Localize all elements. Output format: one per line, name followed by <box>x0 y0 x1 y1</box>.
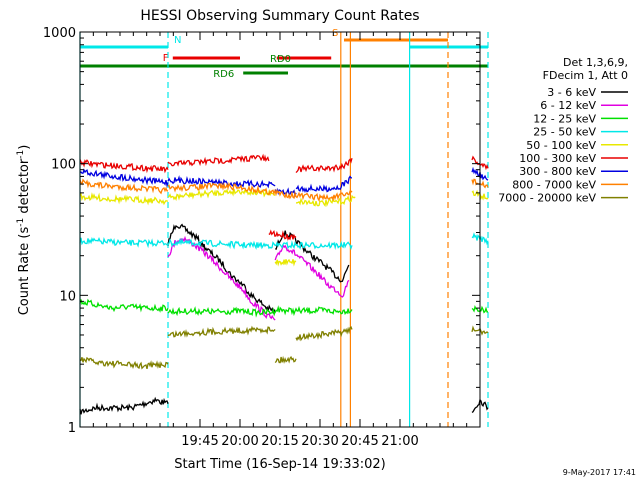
legend-label-12-25-kev: 12 - 25 keV <box>533 112 596 125</box>
y-axis-label: Count Rate (s-1 detector-1) <box>16 145 32 316</box>
flag-bars: NF S RD0 RD6 <box>80 28 488 80</box>
series-50-100-kev <box>79 192 169 206</box>
legend-label-100-300-kev: 100 - 300 keV <box>519 152 596 165</box>
series-100-300-kev <box>268 229 297 241</box>
y-axis-label-sup2: -1 <box>16 150 26 159</box>
legend-label-7000-20000-kev: 7000 - 20000 keV <box>498 192 596 205</box>
series-100-300-kev <box>167 153 270 167</box>
x-tick-label: 21:00 <box>381 434 418 449</box>
x-tick-label: 20:00 <box>221 434 258 449</box>
x-tick-label: 19:45 <box>181 434 218 449</box>
x-tick-label: 20:45 <box>341 434 378 449</box>
flag-label-s: S <box>332 28 338 39</box>
series-6-12-kev <box>167 235 276 321</box>
legend-header-2: FDecim 1, Att 0 <box>543 69 628 82</box>
legend-label-25-50-kev: 25 - 50 keV <box>533 126 596 139</box>
y-axis-label-end: ) <box>17 145 32 150</box>
y-axis-label-sup1: -1 <box>16 218 26 227</box>
legend-label-6-12-kev: 6 - 12 keV <box>540 99 596 112</box>
series-800-7000-kev <box>167 181 353 202</box>
series-lines <box>79 153 489 415</box>
legend-header-1: Det 1,3,6,9, <box>563 56 628 69</box>
y-axis: 1 10 100 1000 <box>43 26 480 436</box>
series-100-300-kev <box>295 158 353 174</box>
series-12-25-kev <box>274 305 353 317</box>
flag-label-n: N <box>174 35 181 46</box>
series-800-7000-kev <box>79 178 169 195</box>
series-300-800-kev <box>167 175 276 189</box>
vertical-markers <box>79 32 489 427</box>
x-tick-label: 20:30 <box>301 434 338 449</box>
legend-label-3-6-kev: 3 - 6 keV <box>547 86 596 99</box>
chart-title: HESSI Observing Summary Count Rates <box>140 8 419 24</box>
x-tick-label: 20:15 <box>261 434 298 449</box>
series-3-6-kev <box>167 223 276 315</box>
legend-label-50-100-kev: 50 - 100 keV <box>526 139 596 152</box>
timestamp: 9-May-2017 17:41 <box>563 468 636 477</box>
series-7000-20000-kev <box>295 325 353 342</box>
series-50-100-kev <box>167 187 276 202</box>
flag-label-f: F <box>163 53 169 64</box>
legend: Det 1,3,6,9, FDecim 1, Att 0 3 - 6 keV6 … <box>498 56 628 205</box>
series-3-6-kev <box>79 396 169 415</box>
legend-label-300-800-kev: 300 - 800 keV <box>519 165 596 178</box>
series-12-25-kev <box>167 306 276 318</box>
legend-label-800-7000-kev: 800 - 7000 keV <box>512 178 596 191</box>
series-7000-20000-kev <box>274 355 297 364</box>
y-tick-label: 10 <box>59 289 76 304</box>
y-axis-label-main: Count Rate (s <box>17 227 32 316</box>
y-tick-label: 100 <box>51 158 76 173</box>
series-7000-20000-kev <box>167 325 276 338</box>
flag-label-rd6: RD6 <box>213 69 234 80</box>
series-50-100-kev <box>274 258 297 267</box>
x-axis: 19:45 20:00 20:15 20:30 20:45 21:00 <box>79 32 481 449</box>
series-6-12-kev <box>274 243 350 298</box>
series-25-50-kev <box>79 236 353 251</box>
series-50-100-kev <box>295 194 356 207</box>
y-axis-label-mid: detector <box>17 158 32 218</box>
flag-label-rd0: RD0 <box>270 54 291 65</box>
series-7000-20000-kev <box>79 356 169 370</box>
series-300-800-kev <box>79 168 169 188</box>
plot-frame <box>79 31 481 428</box>
y-tick-label: 1 <box>68 421 76 436</box>
x-axis-label: Start Time (16-Sep-14 19:33:02) <box>174 457 385 472</box>
series-300-800-kev <box>295 175 352 194</box>
series-100-300-kev <box>79 159 169 174</box>
y-tick-label: 1000 <box>43 26 76 41</box>
series-12-25-kev <box>79 298 169 313</box>
